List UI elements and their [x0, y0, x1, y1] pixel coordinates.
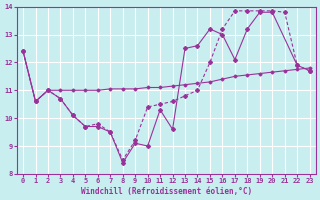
X-axis label: Windchill (Refroidissement éolien,°C): Windchill (Refroidissement éolien,°C): [81, 187, 252, 196]
